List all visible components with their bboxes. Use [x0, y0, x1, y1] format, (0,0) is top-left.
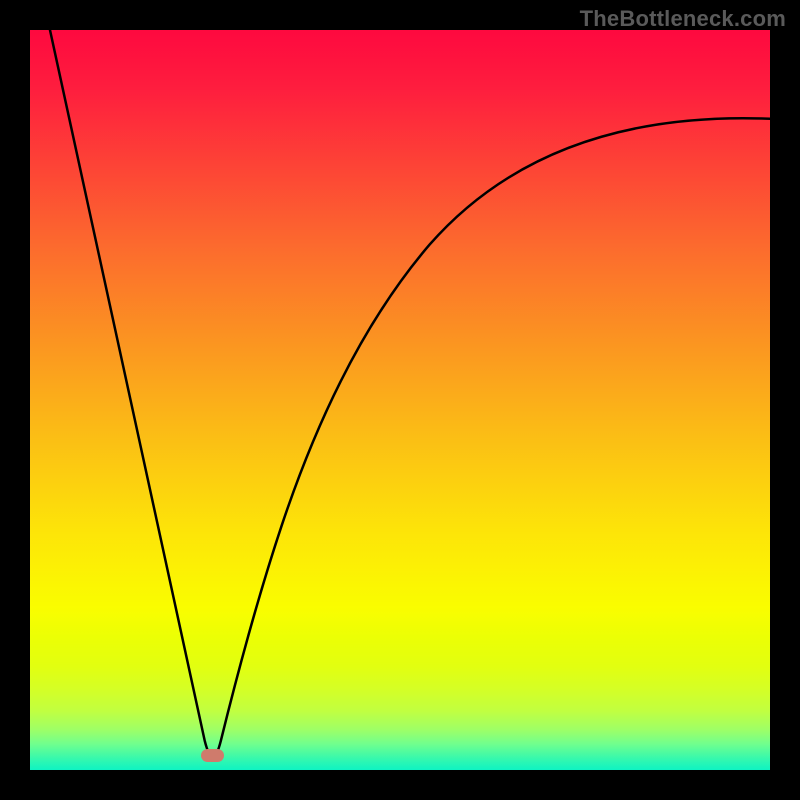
- bottleneck-curve: [30, 30, 770, 770]
- minimum-marker: [201, 749, 224, 762]
- chart-container: TheBottleneck.com: [0, 0, 800, 800]
- watermark-text: TheBottleneck.com: [580, 6, 786, 32]
- plot-area: [30, 30, 770, 770]
